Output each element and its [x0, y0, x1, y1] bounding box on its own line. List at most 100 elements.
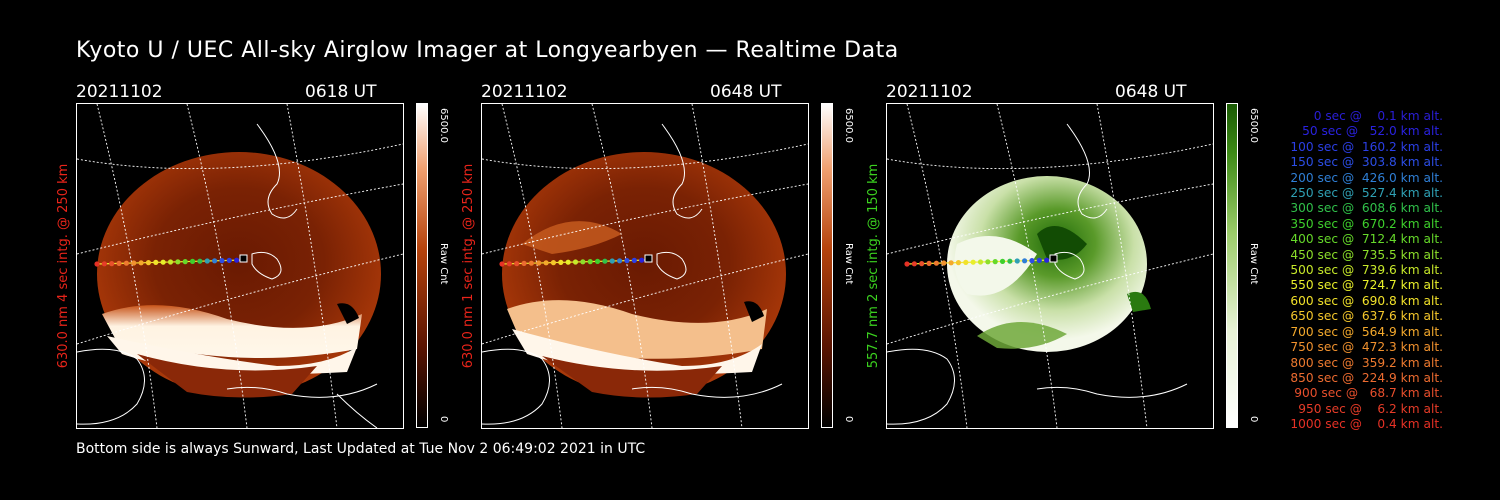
trajectory-point [1029, 258, 1035, 264]
legend-row: 350 sec @ 670.2 km alt. [1290, 216, 1443, 231]
trajectory-point [941, 260, 947, 266]
trajectory-point [204, 258, 210, 264]
trajectory-point [572, 259, 579, 265]
trajectory-point [212, 258, 218, 264]
legend-row: 50 sec @ 52.0 km alt. [1302, 124, 1443, 139]
trajectory-point [131, 260, 137, 266]
legend-row: 300 sec @ 608.6 km alt. [1290, 201, 1443, 216]
airglow-panel-2: 20211102 0648 UT [461, 80, 951, 430]
legend-row: 150 sec @ 303.8 km alt. [1290, 155, 1443, 170]
legend-row: 550 sec @ 724.7 km alt. [1290, 278, 1443, 293]
trajectory-point [109, 261, 115, 267]
trajectory-point [101, 261, 107, 267]
trajectory-point [1014, 258, 1020, 264]
legend-row: 900 sec @ 68.7 km alt. [1294, 386, 1443, 401]
trajectory-point [977, 259, 984, 265]
allsky-image [481, 103, 809, 429]
trajectory-point [94, 261, 100, 267]
panel-ylabel: 630.0 nm 4 sec intg. @ 250 km [56, 163, 71, 369]
colorbar-min: 0 [438, 416, 449, 423]
colorbar [821, 103, 833, 428]
trajectory-point [999, 258, 1006, 264]
colorbar-unit: Raw Cnt [438, 243, 449, 285]
legend-row: 650 sec @ 637.6 km alt. [1290, 309, 1443, 324]
panel-date: 20211102 [76, 82, 163, 102]
trajectory-point [1044, 257, 1050, 263]
trajectory-point [543, 260, 549, 266]
legend-row: 800 sec @ 359.2 km alt. [1290, 355, 1443, 370]
trajectory-point [904, 261, 910, 267]
trajectory-point [955, 260, 962, 266]
legend-row: 950 sec @ 6.2 km alt. [1298, 401, 1443, 416]
trajectory-point [948, 260, 954, 266]
trajectory-point [970, 259, 976, 265]
legend-row: 1000 sec @ 0.4 km alt. [1290, 417, 1443, 432]
allsky-image [76, 103, 404, 429]
trajectory-point [234, 257, 240, 263]
colorbar-max: 6500.0 [1248, 108, 1259, 143]
panel-date: 20211102 [481, 82, 568, 102]
panel-time: 0648 UT [1115, 82, 1187, 102]
legend-row: 400 sec @ 712.4 km alt. [1290, 232, 1443, 247]
trajectory-point [617, 258, 623, 264]
trajectory-point [219, 258, 225, 264]
panel-time: 0618 UT [305, 82, 377, 102]
colorbar-min: 0 [1248, 416, 1259, 423]
trajectory-point [1022, 258, 1028, 264]
trajectory-point [514, 261, 520, 267]
legend-row: 500 sec @ 739.6 km alt. [1290, 263, 1443, 278]
allsky-image [886, 103, 1214, 429]
site-marker [239, 254, 248, 263]
legend-row: 700 sec @ 564.9 km alt. [1290, 324, 1443, 339]
legend-row: 750 sec @ 472.3 km alt. [1290, 340, 1443, 355]
legend-row: 850 sec @ 224.9 km alt. [1290, 370, 1443, 385]
altitude-legend: 0 sec @ 0.1 km alt. 50 sec @ 52.0 km alt.… [1290, 109, 1443, 433]
legend-row: 450 sec @ 735.5 km alt. [1290, 247, 1443, 262]
trajectory-point [189, 258, 196, 264]
trajectory-point [992, 259, 998, 265]
trajectory-point [639, 257, 645, 263]
colorbar [416, 103, 428, 428]
trajectory-point [565, 259, 571, 265]
trajectory-point [536, 260, 542, 266]
trajectory-point [182, 259, 188, 265]
trajectory-point [197, 258, 203, 264]
colorbar-unit: Raw Cnt [1248, 243, 1259, 285]
trajectory-point [985, 259, 991, 265]
trajectory-point [175, 259, 181, 265]
trajectory-point [138, 260, 144, 266]
colorbar-min: 0 [843, 416, 854, 423]
trajectory-point [521, 260, 527, 266]
trajectory-point [145, 260, 152, 266]
trajectory-point [226, 257, 232, 263]
trajectory-point [602, 258, 608, 264]
trajectory-point [558, 259, 564, 265]
legend-row: 250 sec @ 527.4 km alt. [1290, 186, 1443, 201]
panel-time: 0648 UT [710, 82, 782, 102]
legend-row: 200 sec @ 426.0 km alt. [1290, 170, 1443, 185]
trajectory-point [609, 258, 615, 264]
trajectory-point [926, 260, 932, 266]
colorbar-max: 6500.0 [843, 108, 854, 143]
trajectory-point [933, 260, 939, 266]
trajectory-point [153, 259, 159, 265]
trajectory-point [594, 258, 601, 264]
trajectory-point [911, 261, 917, 267]
site-marker [1049, 254, 1058, 263]
trajectory-point [160, 259, 166, 265]
trajectory-point [963, 259, 969, 265]
panel-date: 20211102 [886, 82, 973, 102]
site-marker [644, 254, 653, 263]
trajectory-point [123, 260, 129, 266]
trajectory-point [550, 260, 557, 266]
legend-row: 0 sec @ 0.1 km alt. [1313, 109, 1443, 123]
trajectory-point [631, 257, 637, 263]
airglow-panel-1: 20211102 0618 UT [56, 80, 546, 430]
trajectory-point [116, 260, 122, 266]
footer-note: Bottom side is always Sunward, Last Upda… [76, 441, 646, 457]
trajectory-point [506, 261, 512, 267]
trajectory-point [587, 259, 593, 265]
trajectory-point [1007, 258, 1013, 264]
panel-ylabel: 630.0 nm 1 sec intg. @ 250 km [461, 163, 476, 369]
legend-row: 600 sec @ 690.8 km alt. [1290, 293, 1443, 308]
